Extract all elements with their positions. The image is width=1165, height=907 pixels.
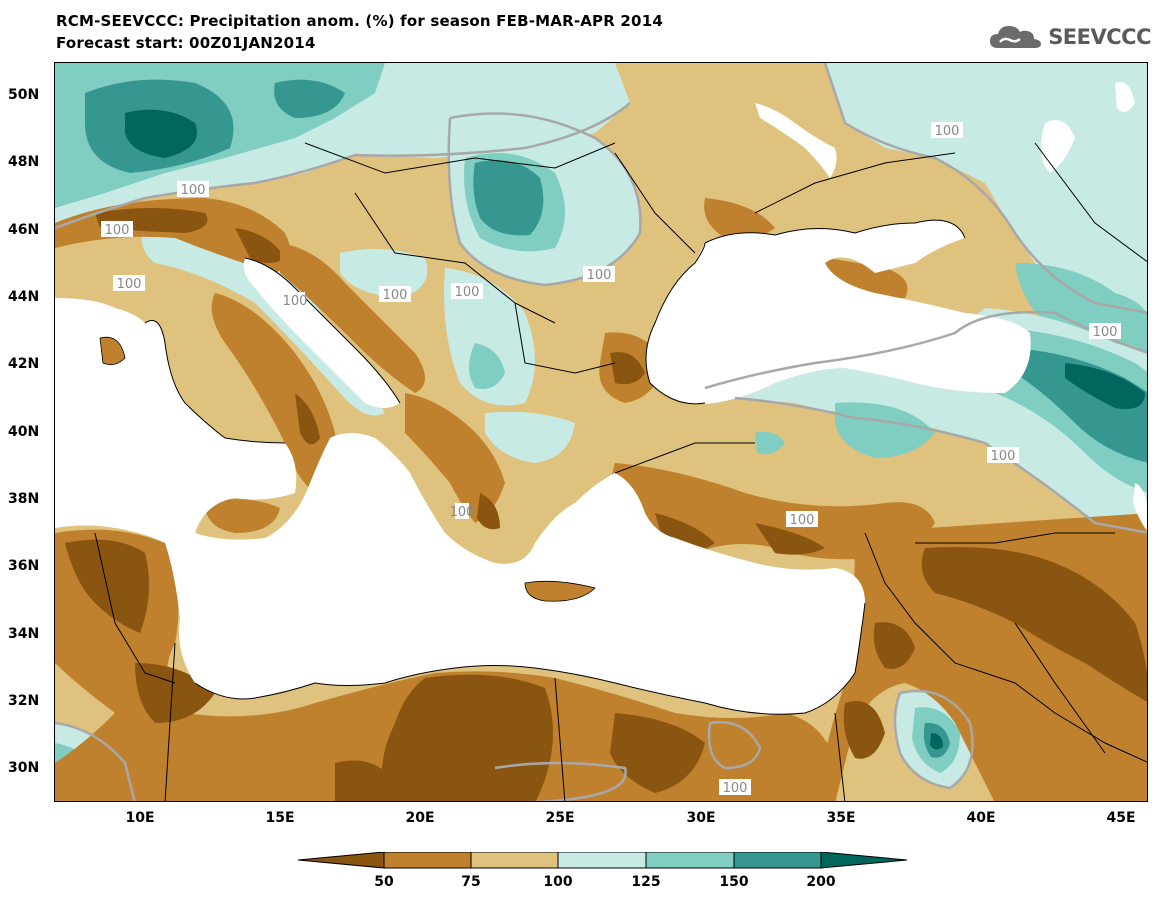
colorbar — [297, 852, 908, 869]
lon-label: 45E — [1106, 810, 1136, 826]
anomaly-map: 100 100 100 100 100 100 100 100 100 100 … — [54, 62, 1148, 802]
lat-label: 36N — [8, 558, 40, 574]
map-canvas: 100 100 100 100 100 100 100 100 100 100 … — [55, 63, 1147, 801]
seevccc-logo: SEEVCCC — [988, 22, 1151, 52]
contour-label: 100 — [1089, 323, 1121, 340]
contour-label: 100 — [101, 221, 133, 238]
lat-label: 48N — [8, 154, 40, 170]
svg-text:100: 100 — [455, 285, 480, 300]
lat-label: 44N — [8, 289, 40, 305]
colorbar-label: 125 — [631, 874, 661, 890]
svg-text:100: 100 — [117, 277, 142, 292]
lon-label: 30E — [686, 810, 716, 826]
colorbar-segment — [383, 852, 472, 869]
svg-text:100: 100 — [790, 513, 815, 528]
lat-label: 46N — [8, 222, 40, 238]
colorbar-segment — [557, 852, 647, 869]
lat-label: 42N — [8, 356, 40, 372]
svg-text:100: 100 — [935, 124, 960, 139]
svg-text:100: 100 — [383, 288, 408, 303]
cloud-icon — [990, 26, 1042, 48]
colorbar-segment — [820, 852, 908, 869]
contour-label: 100 — [583, 266, 615, 283]
svg-text:100: 100 — [587, 268, 612, 283]
svg-text:100: 100 — [181, 183, 206, 198]
colorbar-label: 100 — [543, 874, 573, 890]
svg-text:100: 100 — [450, 505, 475, 520]
lat-label: 32N — [8, 693, 40, 709]
colorbar-label: 75 — [461, 874, 481, 890]
svg-text:100: 100 — [723, 781, 748, 796]
lat-label: 30N — [8, 760, 40, 776]
contour-label: 100 — [379, 286, 411, 303]
sea — [55, 82, 1147, 715]
logo-text: SEEVCCC — [1048, 25, 1151, 49]
svg-text:100: 100 — [991, 449, 1016, 464]
lon-label: 25E — [545, 810, 575, 826]
lon-label: 40E — [966, 810, 996, 826]
forecast-start: Forecast start: 00Z01JAN2014 — [56, 34, 316, 52]
country-borders — [94, 142, 1147, 801]
lat-label: 40N — [8, 424, 40, 440]
contour-label: 100 — [283, 292, 308, 309]
map-title: RCM-SEEVCCC: Precipitation anom. (%) for… — [56, 12, 663, 30]
lon-label: 15E — [265, 810, 295, 826]
lon-label: 10E — [125, 810, 155, 826]
svg-text:100: 100 — [105, 223, 130, 238]
colorbar-label: 200 — [806, 874, 836, 890]
svg-text:100: 100 — [1093, 325, 1118, 340]
lat-label: 50N — [8, 87, 40, 103]
colorbar-segment — [297, 852, 385, 869]
lat-label: 34N — [8, 626, 40, 642]
colorbar-segment — [733, 852, 822, 869]
colorbar-segment — [645, 852, 735, 869]
contour-label: 100 — [786, 511, 818, 528]
colorbar-label: 50 — [374, 874, 394, 890]
contour-100-lines — [55, 63, 1147, 801]
svg-text:100: 100 — [283, 294, 308, 309]
contour-label: 100 — [987, 447, 1019, 464]
contour-label: 100 — [931, 122, 963, 139]
contour-label: 100 — [450, 503, 475, 520]
wet-regions — [55, 63, 1147, 801]
contour-label: 100 — [451, 283, 483, 300]
islands — [99, 336, 596, 602]
contour-label: 100 — [177, 181, 209, 198]
lon-label: 35E — [826, 810, 856, 826]
colorbar-label: 150 — [719, 874, 749, 890]
lat-label: 38N — [8, 491, 40, 507]
contour-label: 100 — [719, 779, 751, 796]
lon-label: 20E — [405, 810, 435, 826]
contour-labels: 100 100 100 100 100 100 100 100 100 100 … — [101, 122, 1121, 796]
contour-label: 100 — [113, 275, 145, 292]
colorbar-segment — [470, 852, 559, 869]
